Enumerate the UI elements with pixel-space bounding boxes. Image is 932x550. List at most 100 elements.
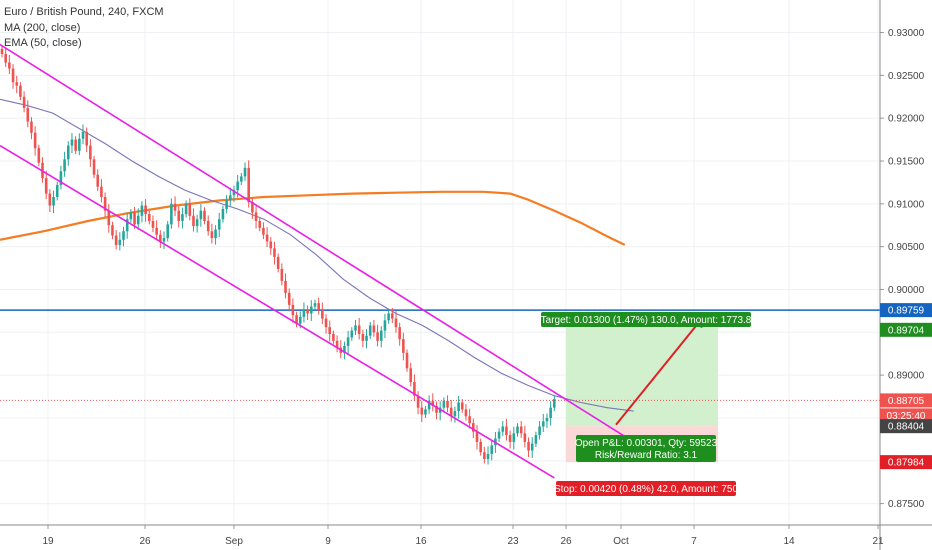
drawings[interactable] (0, 43, 706, 479)
candle-body (22, 96, 26, 108)
candle-body (413, 381, 416, 396)
candle-body (269, 241, 273, 249)
candle-body (350, 330, 354, 338)
stop-label[interactable]: Stop: 0.00420 (0.48%) 42.0, Amount: 750 (554, 481, 738, 496)
candle-body (96, 174, 100, 187)
candle-body (427, 400, 431, 410)
price-tag-bg (880, 322, 932, 337)
candle-body (472, 423, 475, 432)
channel-lower-line (0, 144, 555, 479)
candle-body (376, 332, 379, 341)
candle-body (100, 186, 103, 197)
candle-body (136, 215, 140, 225)
candle-body (118, 239, 122, 245)
candle-body (276, 256, 280, 269)
candle-body (553, 399, 556, 408)
open-pnl-label[interactable]: Open P&L: 0.00301, Qty: 59523Risk/Reward… (575, 435, 718, 462)
candle-body (295, 315, 298, 324)
candle-body (479, 441, 482, 453)
candle-body (221, 208, 225, 220)
candle-body (199, 210, 203, 220)
price-tag-text: 0.88705 (888, 396, 925, 407)
candle-body (181, 214, 184, 221)
symbol-title[interactable]: Euro / British Pound, 240, FXCM (4, 6, 164, 18)
target-label-bg (541, 312, 751, 327)
candle-body (497, 431, 501, 439)
candle-body (30, 121, 33, 133)
ma-legend[interactable]: MA (200, close) (4, 22, 81, 34)
candle-body (379, 330, 383, 341)
ema-legend[interactable]: EMA (50, close) (4, 37, 82, 49)
candle-body (460, 402, 464, 410)
price-tag-last: 0.88705 (880, 393, 932, 408)
target-label[interactable]: Target: 0.01300 (1.47%) 130.0, Amount: 1… (541, 312, 752, 327)
candle-body (453, 411, 457, 417)
candle-body (357, 325, 361, 335)
candle-body (541, 421, 545, 427)
candle-body (549, 407, 552, 418)
candle-body (44, 178, 48, 194)
candle-body (0, 48, 4, 54)
candle-body (291, 304, 295, 316)
ema50-line (0, 98, 634, 412)
candle-body (4, 53, 7, 63)
candle-body (170, 203, 173, 225)
risk-reward-text: Risk/Reward Ratio: 3.1 (595, 450, 698, 461)
channel-upper-line (0, 43, 635, 443)
y-tick-label: 0.91000 (888, 199, 925, 210)
candle-body (78, 138, 81, 151)
y-tick-label: 0.87500 (888, 499, 925, 510)
candle-body (251, 202, 254, 213)
candle-body (346, 337, 350, 347)
price-tag-bg (880, 393, 932, 408)
candle-body (37, 148, 41, 163)
candle-body (446, 400, 449, 408)
price-tag-timer: 03:25:40 (880, 408, 932, 423)
candle-body (192, 215, 195, 227)
indicator-lines (0, 98, 880, 412)
candle-body (33, 132, 37, 149)
candle-body (147, 214, 151, 221)
price-tag-text: 0.89759 (888, 306, 925, 317)
candle-body (405, 352, 409, 369)
price-tag-text: 03:25:40 (887, 411, 926, 422)
candle-body (240, 176, 243, 182)
price-tag-text: 0.87984 (888, 458, 925, 469)
candle-body (424, 409, 427, 415)
candle-body (103, 196, 107, 211)
candle-body (74, 139, 77, 151)
candle-body (368, 325, 372, 336)
price-tag-bg (880, 408, 932, 423)
candle-body (435, 405, 438, 413)
candle-body (55, 184, 59, 197)
x-tick-label: 23 (507, 536, 519, 547)
price-tag-stop: 0.87984 (880, 455, 932, 470)
candle-body (354, 325, 357, 331)
target-zone (566, 314, 718, 427)
candle-body (365, 335, 368, 341)
projection-arrow (615, 315, 705, 426)
candle-body (155, 227, 158, 235)
candle-body (516, 426, 519, 434)
y-tick-label: 0.92500 (888, 71, 925, 82)
stop-label-text: Stop: 0.00420 (0.48%) 42.0, Amount: 750 (554, 484, 738, 495)
y-tick-label: 0.90500 (888, 242, 925, 253)
candle-body (309, 306, 313, 314)
candle-body (111, 225, 114, 236)
y-tick-label: 0.91500 (888, 157, 925, 168)
candle-body (166, 224, 169, 239)
candle-body (335, 340, 339, 348)
candle-body (262, 227, 265, 235)
candle-body (442, 400, 446, 408)
candle-body (328, 327, 332, 335)
candle-body (287, 292, 291, 305)
price-tag-target: 0.89704 (880, 322, 932, 337)
candle-body (206, 220, 210, 232)
position-labels[interactable]: Target: 0.01300 (1.47%) 130.0, Amount: 1… (541, 312, 752, 496)
x-tick-label: Sep (225, 536, 243, 547)
candle-body (265, 234, 269, 242)
candle-body (203, 210, 206, 221)
